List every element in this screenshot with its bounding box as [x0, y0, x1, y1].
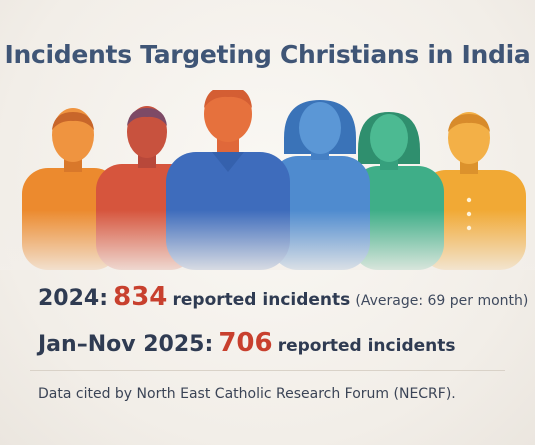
stat-2024: 2024: 834 reported incidents (Average: 6… — [38, 282, 528, 312]
source-note: Data cited by North East Catholic Resear… — [38, 386, 456, 402]
stat-value: 834 — [113, 282, 168, 312]
stat-2025: Jan–Nov 2025: 706 reported incidents — [38, 328, 456, 358]
stat-value: 706 — [218, 328, 273, 358]
stat-label: Jan–Nov 2025: — [38, 332, 214, 357]
divider — [30, 370, 505, 371]
page-title: Incidents Targeting Christians in India — [4, 40, 531, 69]
crowd-illustration — [0, 90, 535, 270]
stat-note: (Average: 69 per month) — [355, 293, 529, 309]
stat-description: reported incidents — [172, 290, 351, 310]
stat-description: reported incidents — [277, 336, 456, 356]
stat-label: 2024: — [38, 286, 109, 311]
